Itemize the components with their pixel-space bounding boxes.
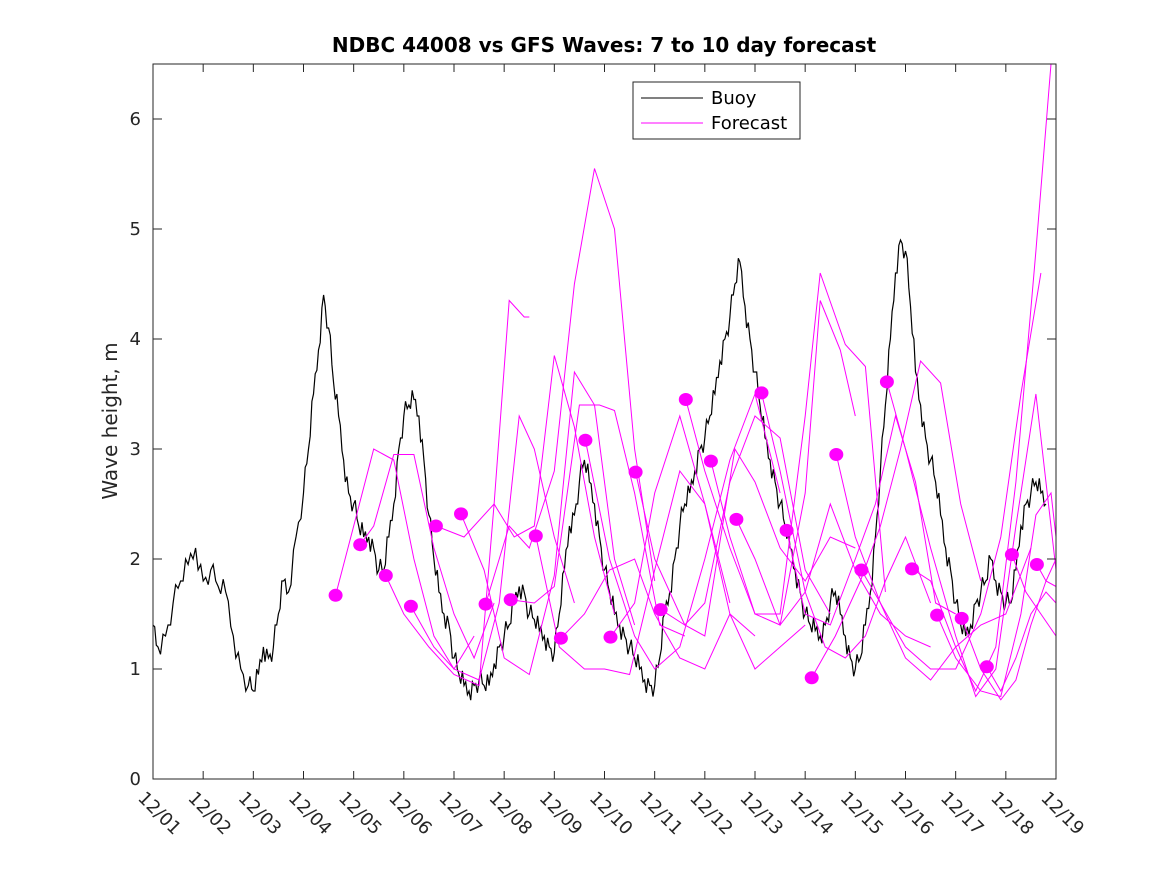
forecast-markers [328,375,1044,685]
forecast-line-17 [761,392,932,659]
forecast-marker [804,671,819,685]
y-tick-label: 2 [130,549,141,570]
forecast-line-6 [485,168,656,605]
forecast-marker [503,593,518,607]
forecast-marker [779,523,794,537]
forecast-marker [703,454,718,468]
forecast-line-23 [911,63,1056,693]
forecast-line-4 [435,355,615,615]
y-axis-label: Wave height, m [98,342,122,499]
forecast-marker [879,375,894,389]
forecast-series-group [335,63,1057,701]
forecast-line-1 [359,454,495,660]
forecast-marker [353,538,368,552]
forecast-line-16 [735,502,931,648]
forecast-line-26 [986,591,1057,693]
forecast-line-13 [660,447,856,637]
forecast-marker [628,465,643,479]
buoy-series [152,238,1047,701]
legend-box [632,81,801,140]
forecast-line-7 [510,404,686,637]
forecast-line-2 [385,299,530,687]
forecast-line-10 [584,392,781,670]
forecast-marker [528,529,543,543]
forecast-line-21 [860,272,1042,670]
forecast-line-20 [835,454,1032,681]
forecast-line-9 [560,558,756,670]
plot-area [152,63,1057,701]
forecast-line-8 [535,469,731,676]
forecast-marker [729,512,744,526]
forecast-marker [428,519,443,533]
forecast-marker [678,393,693,406]
forecast-marker [454,507,468,521]
forecast-line-22 [886,381,1057,698]
forecast-marker [829,448,844,461]
forecast-line-11 [610,414,806,670]
forecast-marker [954,611,969,625]
legend-forecast-label: Forecast [711,113,787,134]
y-tick-label: 3 [130,439,141,460]
forecast-marker [1029,558,1044,571]
forecast-marker [403,599,418,613]
y-axis: 0 1 2 3 4 5 6 [130,109,1056,790]
forecast-marker [603,630,618,644]
y-tick-label: 4 [130,329,141,350]
y-tick-label: 1 [130,659,141,680]
buoy-line [152,238,1047,701]
forecast-marker [478,597,493,611]
forecast-line-27 [1011,554,1057,637]
forecast-marker [553,631,568,645]
forecast-line-3 [410,414,575,681]
forecast-marker [979,660,994,674]
legend-buoy-label: Buoy [711,88,757,109]
forecast-marker [1004,548,1019,562]
forecast-line-19 [811,359,982,679]
forecast-line-18 [786,414,956,626]
y-tick-label: 6 [130,109,141,130]
forecast-marker [378,569,393,582]
forecast-marker [328,588,343,602]
forecast-marker [578,433,593,447]
forecast-marker [905,562,919,576]
chart-title: NDBC 44008 vs GFS Waves: 7 to 10 day for… [332,33,877,57]
forecast-marker [754,386,769,400]
forecast-line-15 [710,272,886,615]
forecast-line-24 [936,491,1057,698]
forecast-marker [930,608,945,622]
forecast-marker [653,603,668,617]
forecast-line-0 [335,448,475,670]
y-tick-label: 0 [130,769,141,790]
legend: Buoy Forecast [632,81,801,140]
forecast-line-5 [460,370,636,676]
forecast-marker [854,563,869,577]
y-tick-label: 5 [130,219,141,240]
